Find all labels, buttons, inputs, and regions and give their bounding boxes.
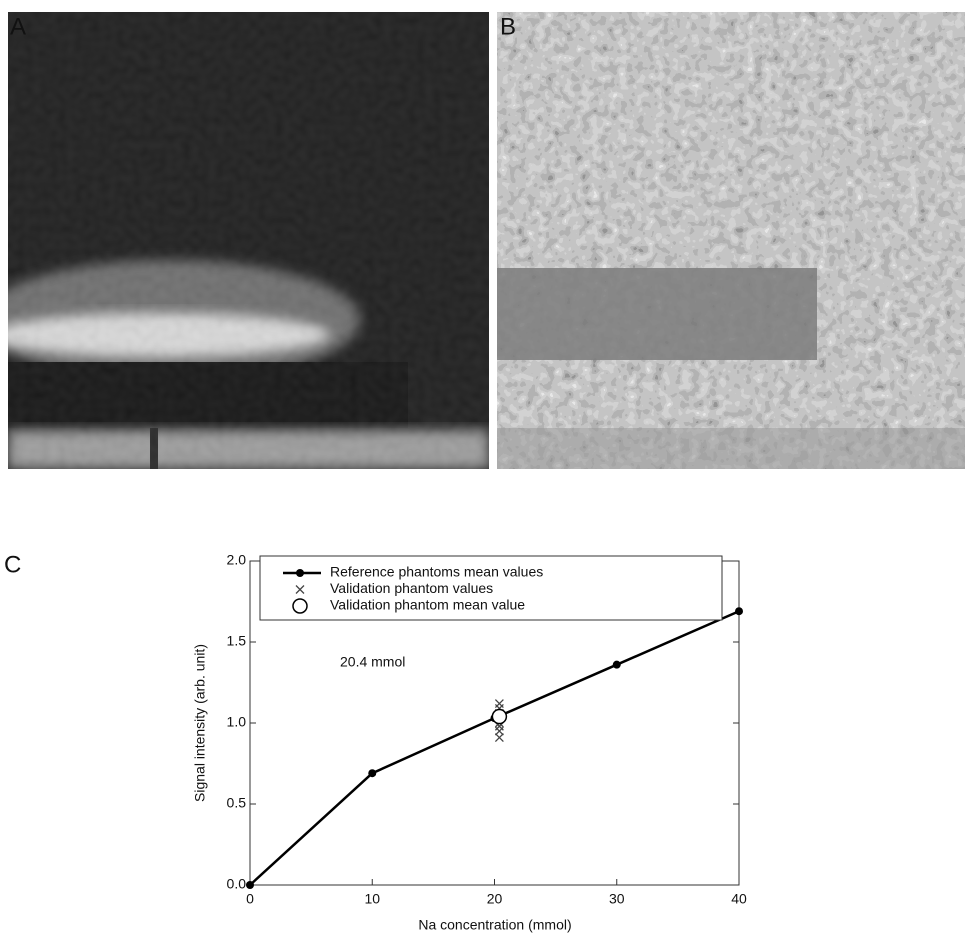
data-point bbox=[368, 769, 377, 778]
y-tick-label: 0.5 bbox=[227, 795, 247, 811]
data-point bbox=[246, 881, 254, 889]
x-tick-label: 0 bbox=[246, 891, 254, 907]
legend-marker bbox=[296, 569, 304, 577]
panel-label: A bbox=[10, 13, 26, 40]
y-tick-label: 1.0 bbox=[227, 714, 247, 730]
panel-label: C bbox=[4, 551, 21, 578]
annotation: 20.4 mmol bbox=[340, 654, 405, 670]
data-point bbox=[735, 607, 743, 616]
legend-label: Validation phantom mean value bbox=[330, 597, 525, 613]
legend-marker bbox=[295, 585, 305, 594]
x-tick-label: 20 bbox=[487, 891, 503, 907]
x-tick-label: 30 bbox=[609, 891, 625, 907]
panel-label: B bbox=[500, 13, 516, 40]
y-axis-label: Signal intensity (arb. unit) bbox=[192, 644, 208, 802]
data-point bbox=[491, 708, 508, 725]
x-tick-label: 10 bbox=[364, 891, 380, 907]
data-point bbox=[612, 660, 621, 669]
legend-label: Validation phantom values bbox=[330, 580, 493, 596]
data-point bbox=[494, 733, 504, 743]
image-b bbox=[497, 12, 965, 469]
legend-label: Reference phantoms mean values bbox=[330, 564, 543, 580]
y-tick-label: 2.0 bbox=[227, 552, 247, 568]
series-line bbox=[249, 610, 740, 886]
x-axis-label: Na concentration (mmol) bbox=[418, 917, 571, 933]
legend bbox=[259, 555, 723, 621]
legend-marker bbox=[292, 598, 308, 614]
image-a bbox=[8, 12, 489, 469]
x-tick-label: 40 bbox=[731, 891, 747, 907]
y-tick-label: 1.5 bbox=[227, 633, 247, 649]
data-point bbox=[494, 699, 504, 709]
y-tick-label: 0.0 bbox=[227, 876, 247, 892]
